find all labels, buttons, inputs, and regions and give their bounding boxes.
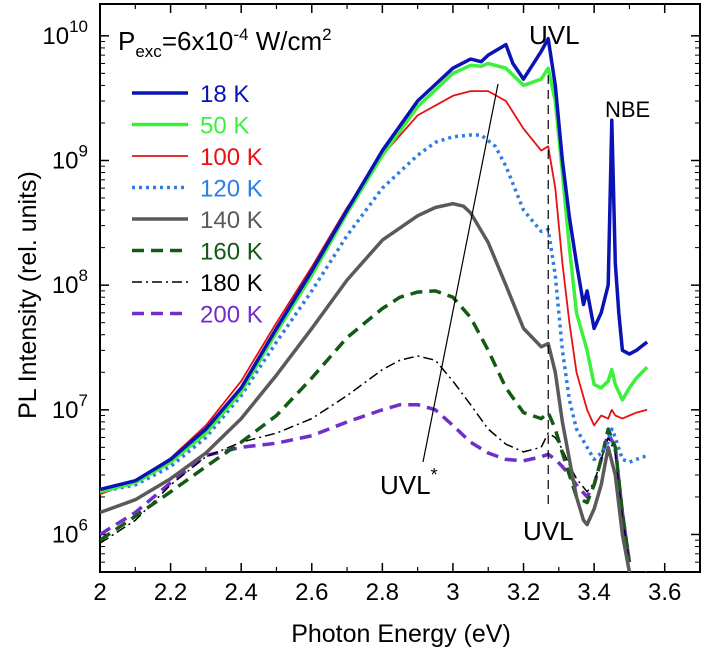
legend-label: 50 K — [200, 113, 249, 140]
legend-label: 180 K — [200, 270, 263, 297]
y-tick-label: 1010 — [42, 17, 88, 50]
legend-label: 140 K — [200, 207, 263, 234]
series-line-120k — [100, 133, 648, 494]
y-tick-label: 107 — [52, 391, 88, 424]
series-layer — [100, 36, 649, 572]
series-line-160k — [100, 289, 632, 563]
nbe-label: NBE — [605, 97, 650, 122]
x-axis-label: Photon Energy (eV) — [291, 620, 511, 648]
uvl-star-label: UVL* — [380, 465, 438, 500]
x-tick-label: 3.2 — [507, 579, 540, 606]
legend-label: 160 K — [200, 239, 263, 266]
x-tick-label: 3 — [446, 579, 459, 606]
legend-label: 18 K — [200, 81, 249, 108]
x-tick-label: 2.2 — [154, 579, 187, 606]
uvl-shift-guide — [422, 83, 499, 463]
series-line-140k — [100, 201, 648, 572]
x-tick-label: 2 — [93, 579, 106, 606]
uvl-bottom-label: UVL — [523, 516, 574, 546]
axes-layer: 2 2.2 2.4 2.6 2.8 3 3.2 3.4 3.6 106 107 108 109 1010 — [42, 3, 701, 606]
y-tick-label: 109 — [52, 141, 88, 174]
series-line-18k — [100, 36, 649, 492]
x-tick-label: 2.4 — [224, 579, 257, 606]
x-tick-label: 2.8 — [366, 579, 399, 606]
pexc-annotation: Pexc=6x10-4 W/cm2 — [118, 25, 332, 61]
legend: 18 K 50 K 100 K 120 K 140 K 160 K 180 K 200 K — [132, 81, 263, 329]
legend-label: 200 K — [200, 302, 263, 329]
y-tick-label: 108 — [52, 266, 88, 299]
plot-frame — [99, 3, 701, 573]
series-line-50k — [100, 61, 649, 494]
y-tick-label: 106 — [52, 515, 88, 548]
guide-layer — [422, 75, 549, 510]
legend-label: 120 K — [200, 176, 263, 203]
series-line-100k — [100, 90, 648, 496]
x-tick-label: 3.4 — [577, 579, 610, 606]
uvl-top-label: UVL — [529, 20, 580, 50]
x-tick-label: 3.6 — [648, 579, 681, 606]
x-tick-label: 2.6 — [295, 579, 328, 606]
y-axis-label: PL Intensity (rel. units) — [14, 171, 42, 419]
legend-label: 100 K — [200, 144, 263, 171]
